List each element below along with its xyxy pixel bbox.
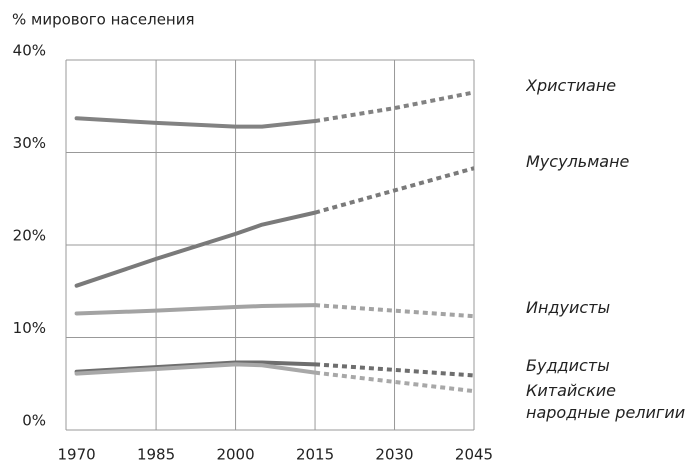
series-line: [74, 362, 318, 376]
legend-label: Китайские народные религии: [526, 381, 686, 423]
y-tick-label: 30%: [13, 134, 46, 152]
chart-title: % мирового населения: [12, 11, 195, 29]
series-label: Индуисты: [526, 298, 611, 318]
y-tick-label: 0%: [22, 412, 46, 430]
x-tick-label: 2030: [375, 446, 413, 464]
x-tick-label: 2045: [455, 446, 493, 464]
x-tick-label: 2000: [216, 446, 254, 464]
y-tick-label: 20%: [13, 227, 46, 245]
y-tick-label: 40%: [13, 42, 46, 60]
x-tick-label: 1970: [58, 446, 96, 464]
legend-label: Индуисты: [526, 298, 611, 318]
series-label: Христиане: [526, 76, 617, 96]
series-line: [74, 210, 318, 288]
series-projection: [314, 166, 475, 215]
series-line: [74, 116, 318, 129]
legend-label: Буддисты: [526, 356, 610, 376]
series-line: [74, 303, 318, 316]
legend-label: Христиане: [526, 76, 617, 96]
legend-label: Мусульмане: [526, 152, 630, 172]
series-label: Мусульмане: [526, 152, 630, 172]
y-tick-label: 10%: [13, 319, 46, 337]
series-label: Китайские народные религии: [526, 381, 686, 423]
x-tick-label: 1985: [137, 446, 175, 464]
x-tick-label: 2015: [296, 446, 334, 464]
series-label: Буддисты: [526, 356, 610, 376]
